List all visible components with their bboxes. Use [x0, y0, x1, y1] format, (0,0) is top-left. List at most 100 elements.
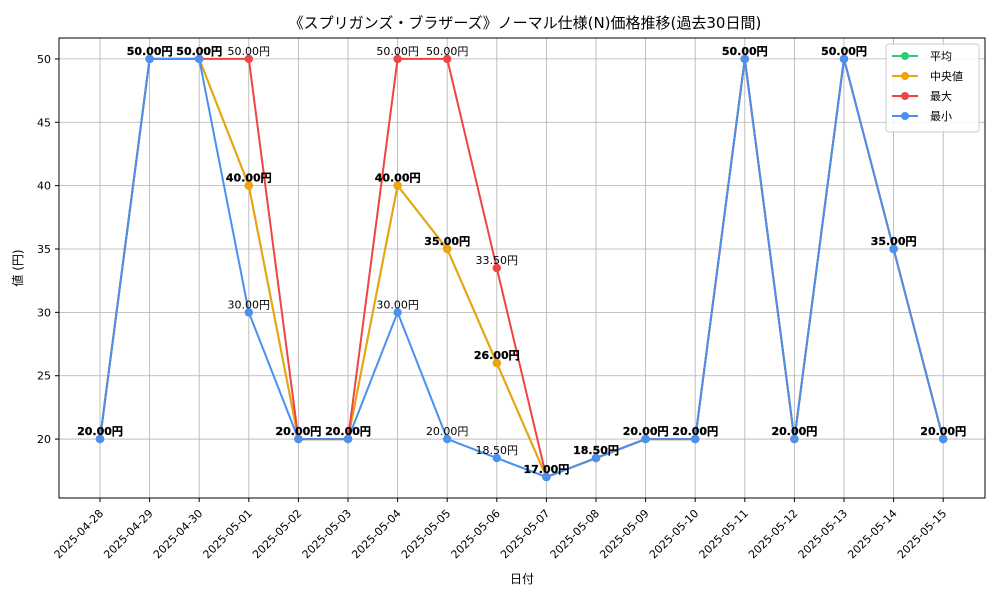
series-point-3: [244, 308, 253, 317]
data-label-median: 35.00円: [871, 235, 917, 248]
x-tick-label: 2025-05-04: [349, 507, 403, 561]
series-point-3: [393, 308, 402, 317]
series-point-3: [740, 54, 749, 64]
y-tick-label: 25: [37, 370, 51, 383]
legend-label-3: 最小: [930, 110, 952, 123]
series-point-3: [939, 434, 948, 444]
x-tick-label: 2025-05-05: [399, 507, 453, 561]
series-point-3: [839, 54, 849, 64]
legend-label-2: 最大: [930, 89, 952, 103]
data-label-max: 50.00円: [426, 45, 469, 58]
series-point-3: [790, 434, 799, 444]
series-point-3: [691, 434, 700, 444]
plot-area: [59, 38, 985, 498]
y-tick-label: 45: [37, 116, 51, 129]
data-label-median: 20.00円: [672, 425, 718, 438]
legend-marker-0: [901, 52, 909, 60]
x-tick-label: 2025-05-12: [746, 507, 800, 561]
series-point-1: [244, 181, 253, 190]
data-label-median: 20.00円: [276, 425, 322, 438]
x-tick-label: 2025-05-14: [845, 507, 899, 561]
x-tick-label: 2025-04-29: [101, 507, 155, 561]
series-point-3: [542, 472, 551, 482]
series-point-1: [443, 244, 452, 254]
legend-marker-3: [901, 112, 909, 120]
data-label-min: 30.00円: [228, 298, 271, 311]
x-tick-label: 2025-04-28: [52, 507, 106, 561]
data-label-median: 35.00円: [424, 235, 470, 248]
series-point-2: [492, 263, 501, 273]
series-point-3: [591, 453, 601, 463]
x-tick-label: 2025-05-13: [796, 507, 850, 561]
x-tick-label: 2025-05-03: [300, 507, 354, 561]
data-label-median: 17.00円: [524, 463, 570, 476]
y-tick-label: 50: [37, 53, 51, 66]
data-label-median: 20.00円: [772, 425, 818, 438]
x-tick-label: 2025-05-01: [201, 507, 255, 561]
data-label-median: 50.00円: [722, 45, 768, 58]
data-label-median: 20.00円: [325, 425, 371, 438]
grid: [59, 38, 985, 498]
x-tick-label: 2025-05-02: [250, 507, 304, 561]
data-label-median: 18.50円: [573, 444, 619, 457]
x-axis-label: 日付: [510, 572, 534, 586]
x-tick-label: 2025-05-07: [498, 507, 552, 561]
data-label-median: 50.00円: [821, 45, 867, 58]
series-point-3: [145, 54, 154, 64]
series-point-1: [393, 181, 402, 190]
legend-label-1: 中央値: [930, 70, 963, 83]
y-axis-label: 値 (円): [10, 249, 25, 286]
series-point-3: [443, 434, 452, 444]
series-point-2: [393, 54, 402, 64]
data-label-min: 20.00円: [426, 425, 469, 438]
series-point-3: [294, 434, 303, 444]
legend-marker-2: [901, 92, 909, 100]
plot-frame: [58, 37, 986, 499]
data-label-max: 50.00円: [228, 45, 271, 58]
data-label-median: 50.00円: [176, 45, 222, 58]
chart-title: 《スプリガンズ・ブラザーズ》ノーマル仕様(N)価格推移(過去30日間): [289, 14, 762, 32]
y-axis-ticks: 20 25 30 35 40 45 50: [37, 53, 59, 446]
data-label-min: 18.50円: [476, 444, 519, 457]
data-label-max: 33.50円: [476, 254, 519, 267]
y-tick-label: 30: [37, 306, 51, 319]
y-tick-label: 35: [37, 243, 51, 256]
x-tick-label: 2025-05-10: [647, 507, 701, 561]
legend-marker-1: [901, 72, 909, 80]
series-point-3: [195, 54, 204, 64]
series-point-3: [492, 453, 501, 463]
x-tick-label: 2025-05-15: [895, 507, 949, 561]
x-tick-label: 2025-05-09: [597, 507, 651, 561]
series-point-3: [889, 244, 898, 254]
data-label-median: 20.00円: [77, 425, 123, 438]
x-tick-label: 2025-05-11: [697, 507, 751, 561]
series-point-2: [443, 54, 452, 64]
x-tick-label: 2025-05-06: [449, 507, 503, 561]
data-label-min: 30.00円: [376, 298, 419, 311]
data-label-median: 50.00円: [127, 45, 173, 58]
x-tick-label: 2025-05-08: [548, 507, 602, 561]
series-point-2: [244, 54, 253, 64]
data-label-median: 20.00円: [920, 425, 966, 438]
legend-box: [885, 43, 980, 133]
x-tick-label: 2025-04-30: [151, 507, 205, 561]
data-label-max: 50.00円: [376, 45, 419, 58]
legend-label-0: 平均: [930, 50, 952, 63]
x-axis-ticks: 2025-04-282025-04-292025-04-302025-05-01…: [52, 498, 949, 561]
data-label-median: 40.00円: [375, 172, 421, 185]
series-point-3: [343, 434, 353, 444]
y-tick-label: 40: [37, 180, 51, 193]
data-label-median: 40.00円: [226, 172, 272, 185]
data-label-median: 20.00円: [623, 425, 669, 438]
series-point-3: [641, 434, 650, 444]
series-line-3: [99, 57, 945, 479]
series-point-3: [95, 434, 105, 444]
y-tick-label: 20: [37, 433, 51, 446]
series-point-1: [492, 358, 501, 368]
data-label-median: 26.00円: [474, 349, 520, 362]
series-layer: [95, 54, 948, 482]
